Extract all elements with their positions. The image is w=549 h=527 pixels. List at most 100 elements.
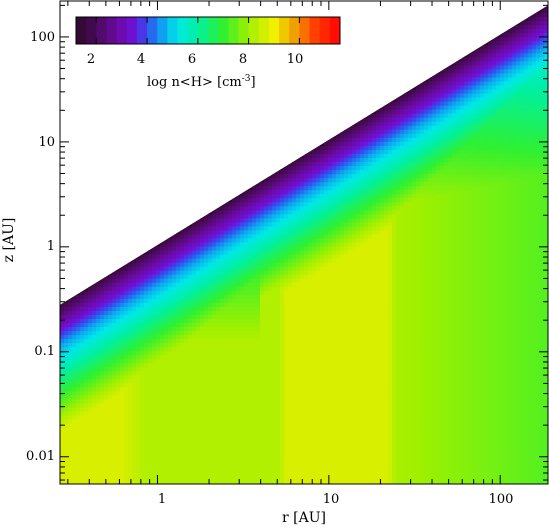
heatmap-cell	[188, 258, 193, 264]
heatmap-cell	[144, 471, 149, 477]
heatmap-cell	[204, 302, 209, 308]
heatmap-cell	[180, 258, 185, 264]
heatmap-cell	[124, 314, 129, 320]
heatmap-cell	[172, 298, 177, 304]
heatmap-cell	[224, 266, 229, 272]
heatmap-cell	[148, 423, 153, 429]
heatmap-cell	[80, 459, 85, 465]
heatmap-cell	[64, 411, 69, 417]
heatmap-cell	[136, 395, 141, 401]
heatmap-cell	[220, 250, 225, 256]
heatmap-cell	[128, 331, 133, 336]
heatmap-cell	[184, 323, 189, 328]
heatmap-cell	[124, 423, 129, 429]
heatmap-cell	[152, 298, 157, 304]
heatmap-cell	[92, 314, 97, 320]
heatmap-cell	[124, 339, 129, 344]
heatmap-cell	[144, 395, 149, 401]
heatmap-cell	[148, 407, 153, 413]
heatmap-cell	[128, 375, 133, 380]
heatmap-cell	[212, 262, 217, 268]
heatmap-cell	[92, 391, 97, 397]
heatmap-cell	[108, 327, 113, 332]
heatmap-cell	[208, 435, 213, 441]
heatmap-cell	[92, 471, 97, 477]
heatmap-cell	[184, 286, 189, 292]
heatmap-cell	[152, 407, 157, 413]
heatmap-cell	[196, 290, 201, 296]
heatmap-cell	[192, 451, 197, 457]
heatmap-cell	[128, 407, 133, 413]
heatmap-cell	[108, 475, 113, 481]
heatmap-cell	[92, 318, 97, 324]
heatmap-cell	[88, 391, 93, 397]
heatmap-cell	[144, 435, 149, 441]
heatmap-cell	[80, 479, 85, 484]
heatmap-cell	[80, 391, 85, 397]
heatmap-cell	[132, 387, 137, 393]
heatmap-cell	[184, 262, 189, 268]
heatmap-cell	[160, 475, 165, 481]
heatmap-cell	[176, 475, 181, 481]
heatmap-cell	[124, 375, 129, 380]
heatmap-cell	[168, 375, 173, 380]
heatmap-cell	[216, 355, 221, 360]
heatmap-cell	[208, 339, 213, 344]
heatmap-cell	[64, 423, 69, 429]
heatmap-cell	[76, 463, 81, 469]
heatmap-cell	[216, 286, 221, 292]
heatmap-cell	[200, 471, 205, 477]
heatmap-cell	[132, 439, 137, 445]
heatmap-cell	[176, 294, 181, 300]
heatmap-cell	[104, 314, 109, 320]
heatmap-cell	[168, 387, 173, 393]
heatmap-cell	[76, 479, 81, 484]
heatmap-cell	[128, 323, 133, 328]
heatmap-cell	[188, 302, 193, 308]
heatmap-cell	[60, 347, 65, 352]
heatmap-cell	[88, 427, 93, 433]
heatmap-cell	[76, 471, 81, 477]
heatmap-cell	[180, 379, 185, 384]
heatmap-cell	[116, 419, 121, 425]
heatmap-cell	[112, 331, 117, 336]
heatmap-cell	[156, 451, 161, 457]
heatmap-cell	[224, 298, 229, 304]
heatmap-cell	[108, 351, 113, 356]
heatmap-cell	[216, 218, 221, 223]
heatmap-cell	[84, 290, 89, 296]
heatmap-cell	[124, 475, 129, 481]
heatmap-cell	[180, 367, 185, 372]
heatmap-cell	[96, 455, 101, 461]
heatmap-cell	[128, 270, 133, 276]
heatmap-cell	[164, 347, 169, 352]
heatmap-cell	[148, 371, 153, 376]
heatmap-cell	[156, 355, 161, 360]
heatmap-cell	[128, 391, 133, 397]
heatmap-cell	[164, 407, 169, 413]
heatmap-cell	[60, 371, 65, 376]
heatmap-cell	[176, 238, 181, 244]
heatmap-cell	[96, 347, 101, 352]
heatmap-cell	[140, 331, 145, 336]
heatmap-cell	[140, 254, 145, 260]
heatmap-cell	[72, 379, 77, 384]
heatmap-cell	[80, 371, 85, 376]
heatmap-cell	[140, 262, 145, 268]
heatmap-cell	[84, 427, 89, 433]
heatmap-cell	[156, 411, 161, 417]
heatmap-cell	[140, 375, 145, 380]
heatmap-cell	[80, 395, 85, 401]
heatmap-cell	[72, 431, 77, 437]
heatmap-cell	[152, 246, 157, 252]
heatmap-cell	[168, 327, 173, 332]
heatmap-cell	[140, 403, 145, 409]
heatmap-cell	[152, 475, 157, 481]
heatmap-cell	[204, 242, 209, 248]
heatmap-cell	[176, 310, 181, 316]
heatmap-cell	[172, 258, 177, 264]
heatmap-cell	[184, 258, 189, 264]
heatmap-cell	[164, 475, 169, 481]
heatmap-cell	[152, 455, 157, 461]
heatmap-cell	[204, 435, 209, 441]
